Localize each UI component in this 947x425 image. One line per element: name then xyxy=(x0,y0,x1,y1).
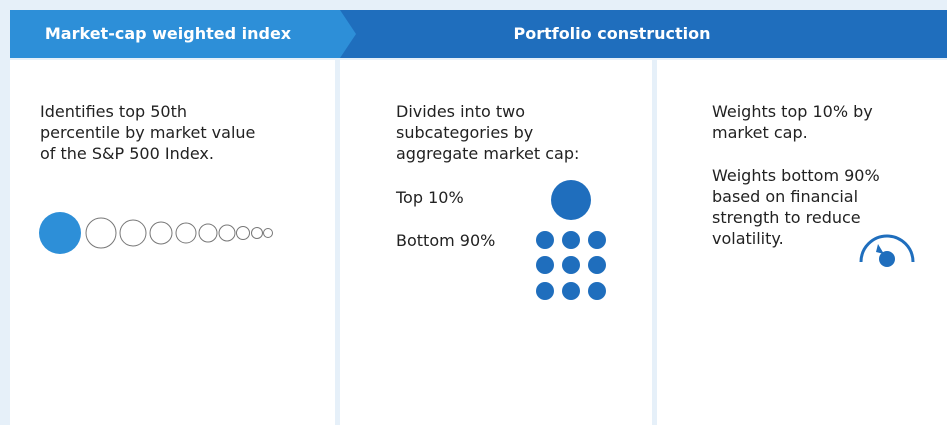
text-line: volatility. xyxy=(712,229,784,248)
gauge-icon xyxy=(859,234,915,267)
text-line: percentile by market value xyxy=(40,123,255,142)
header-left-title: Market-cap weighted index xyxy=(45,24,292,43)
text-line: aggregate market cap: xyxy=(396,144,579,163)
text-line: Identifies top 50th xyxy=(40,102,187,121)
dots xyxy=(536,180,606,300)
text-line: Divides into two xyxy=(396,102,525,121)
text-line: strength to reduce xyxy=(712,208,861,227)
header-right-title: Portfolio construction xyxy=(513,24,710,43)
text-line: Weights top 10% by xyxy=(712,102,873,121)
text-line: based on financial xyxy=(712,187,858,206)
bottom-label: Bottom 90% xyxy=(396,231,495,250)
top-label: Top 10% xyxy=(395,188,464,207)
header-arrow xyxy=(10,10,356,58)
size-circles xyxy=(39,212,273,254)
text-line: subcategories by xyxy=(396,123,533,142)
text-line: market cap. xyxy=(712,123,808,142)
text-line: of the S&P 500 Index. xyxy=(40,144,214,163)
panel xyxy=(657,60,947,425)
text-line: Weights bottom 90% xyxy=(712,166,880,185)
